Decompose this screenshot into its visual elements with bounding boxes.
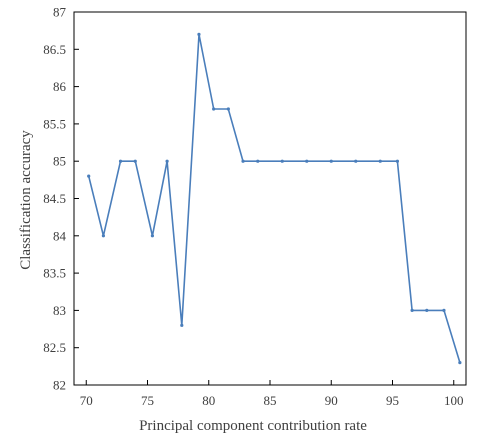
data-point	[101, 234, 105, 238]
data-point	[241, 159, 245, 163]
data-point	[280, 159, 284, 163]
data-point	[212, 107, 216, 111]
data-point	[354, 159, 358, 163]
data-point	[256, 159, 260, 163]
data-point	[329, 159, 333, 163]
y-tick-label: 84	[53, 228, 67, 243]
x-tick-label: 80	[202, 393, 215, 408]
data-point	[226, 107, 230, 111]
data-point	[378, 159, 382, 163]
data-point	[410, 308, 414, 312]
plot-frame	[73, 11, 467, 386]
y-tick-label: 83.5	[43, 266, 66, 281]
x-tick-label: 90	[325, 393, 338, 408]
x-tick-label: 100	[444, 393, 464, 408]
y-tick-label: 87	[53, 5, 67, 20]
data-point	[197, 32, 201, 36]
data-points	[87, 32, 462, 365]
data-point	[150, 234, 154, 238]
y-tick-label: 86.5	[43, 42, 66, 57]
data-point	[395, 159, 399, 163]
data-point	[180, 323, 184, 327]
data-point	[118, 159, 123, 163]
x-tick-label: 75	[141, 393, 154, 408]
data-point	[133, 159, 137, 163]
data-point	[442, 308, 446, 312]
data-point	[165, 159, 169, 163]
data-point	[87, 174, 91, 178]
data-point	[458, 361, 462, 365]
y-tick-label: 82	[53, 378, 66, 393]
y-tick-label: 85.5	[43, 116, 66, 131]
y-tick-label: 85	[53, 154, 66, 169]
x-tick-label: 85	[264, 393, 277, 408]
x-tick-label: 95	[386, 393, 399, 408]
data-point	[305, 159, 309, 163]
y-axis-label: Classification accuracy	[18, 130, 34, 270]
y-tick-label: 86	[53, 79, 67, 94]
y-tick-label: 82.5	[43, 340, 66, 355]
data-point	[425, 308, 429, 312]
x-axis-label: Principal component contribution rate	[139, 418, 367, 434]
x-tick-label: 70	[80, 393, 93, 408]
y-axis-ticks: 82 82.5 83 83.5 84 84.5 85 85.5 86 86.5 87	[43, 5, 79, 393]
x-axis-ticks: 70 75 80 85 90 95 100	[80, 380, 464, 408]
y-tick-label: 83	[53, 303, 66, 318]
accuracy-series-line	[87, 34, 461, 363]
y-tick-label: 84.5	[43, 191, 66, 206]
